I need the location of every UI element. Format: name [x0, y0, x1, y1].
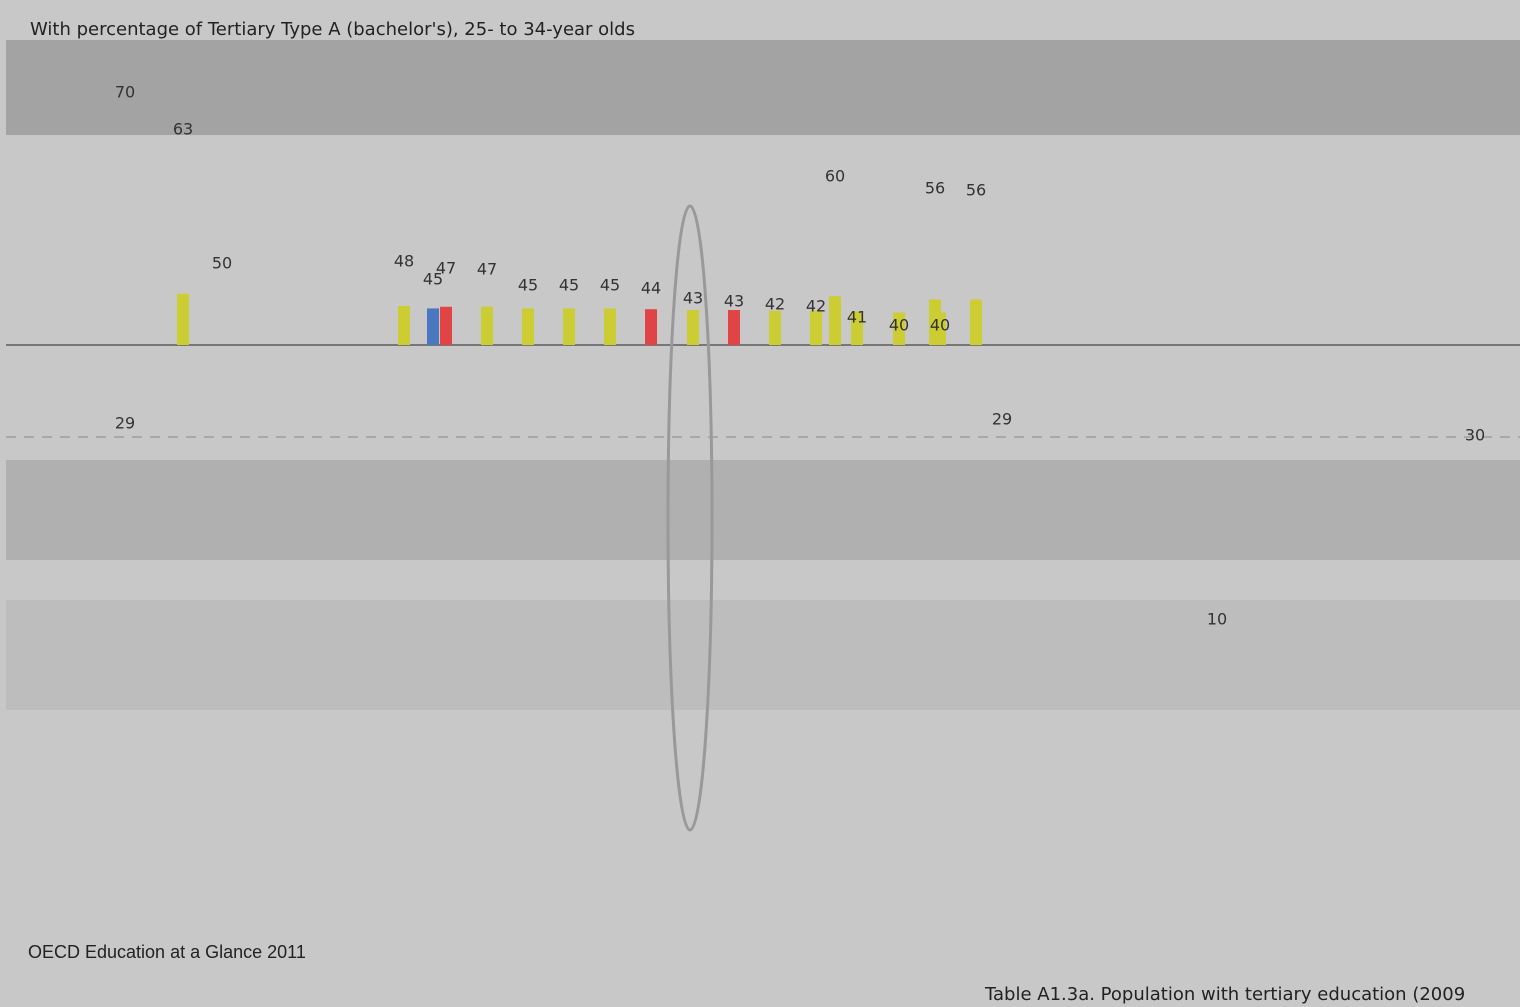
value-label: 56: [925, 179, 945, 198]
value-label: 29: [992, 410, 1012, 429]
value-label: 56: [966, 181, 986, 200]
value-label: 40: [889, 316, 909, 335]
value-label: 45: [518, 276, 538, 295]
value-label: 41: [847, 308, 867, 327]
footer-source: OECD Education at a Glance 2011: [28, 942, 306, 962]
bar: [934, 312, 946, 345]
value-label: 29: [115, 414, 135, 433]
highlight-ellipse: [666, 204, 714, 832]
subtitle: With percentage of Tertiary Type A (bach…: [30, 19, 635, 40]
bar: [829, 296, 841, 345]
value-label: 63: [173, 120, 193, 139]
axis-label: 70: [115, 83, 135, 102]
bar: [522, 308, 534, 345]
bar: [440, 306, 452, 345]
value-label: 48: [394, 252, 414, 271]
bar: [427, 308, 439, 345]
value-label: 43: [724, 292, 744, 311]
footer-table-title: Table A1.3a. Population with tertiary ed…: [984, 984, 1465, 1005]
axis-label: 50: [212, 254, 232, 273]
value-label: 47: [436, 259, 456, 278]
bar: [645, 309, 657, 345]
value-label: 40: [930, 316, 950, 335]
value-label: 43: [683, 289, 703, 308]
value-label: 47: [477, 260, 497, 279]
bar: [687, 310, 699, 345]
bar: [851, 311, 863, 345]
bar: [893, 312, 905, 345]
value-label: 45: [559, 276, 579, 295]
value-label: 42: [806, 297, 826, 316]
bar: [769, 310, 781, 345]
value-label: 60: [825, 167, 845, 186]
bar: [728, 310, 740, 345]
axis-label: 10: [1207, 610, 1227, 629]
value-label: 45: [423, 270, 443, 289]
bar: [177, 293, 189, 345]
bar: [604, 308, 616, 345]
noise-band: [6, 600, 1520, 710]
bar: [970, 299, 982, 345]
axis-label: 30: [1465, 426, 1485, 445]
value-label: 42: [765, 295, 785, 314]
noise-band: [6, 460, 1520, 560]
bar: [563, 308, 575, 345]
bar: [481, 306, 493, 345]
bar: [398, 305, 410, 345]
value-label: 44: [641, 279, 661, 298]
header-band: [6, 40, 1520, 135]
value-label: 45: [600, 276, 620, 295]
bar: [810, 310, 822, 345]
